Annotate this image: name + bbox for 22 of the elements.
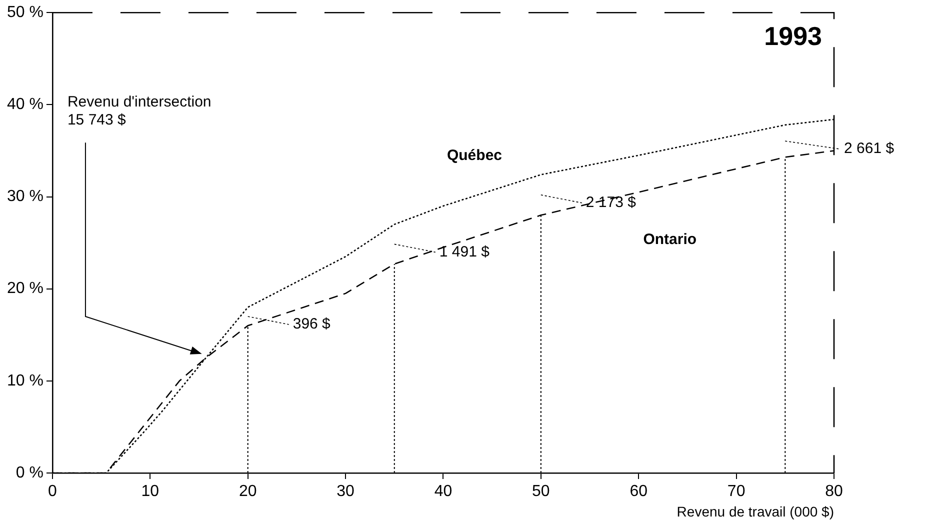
y-tick-label: 0 % (16, 464, 44, 482)
x-tick-label: 40 (434, 483, 452, 500)
y-tick-label: 50 % (7, 4, 44, 22)
text: Ontario (643, 230, 697, 248)
x-tick-label: 30 (336, 483, 355, 500)
y-tick-label: 30 % (7, 188, 44, 206)
x-tick-label: 20 (238, 483, 257, 500)
series-label: Québec (446, 147, 502, 164)
y-tick-label: 10 % (7, 372, 44, 390)
text: 2 661 $ (844, 140, 895, 158)
x-tick-label: 50 (532, 483, 550, 500)
chart-title: 1993 (764, 20, 822, 51)
y-tick-label: 40 % (7, 96, 44, 114)
x-tick-label: 10 (141, 483, 160, 500)
x-tick-label: 60 (630, 483, 648, 500)
x-tick-label: 70 (727, 483, 746, 500)
x-tick-label: 0 (48, 483, 58, 500)
x-axis-title: Revenu de travail (000 $) (676, 503, 834, 520)
annotation: 396 $ (292, 316, 332, 333)
annotation: Revenu d'intersection 15 743 $ (67, 93, 212, 128)
x-tick-label: 80 (825, 483, 843, 500)
y-tick-label: 20 % (7, 280, 44, 298)
